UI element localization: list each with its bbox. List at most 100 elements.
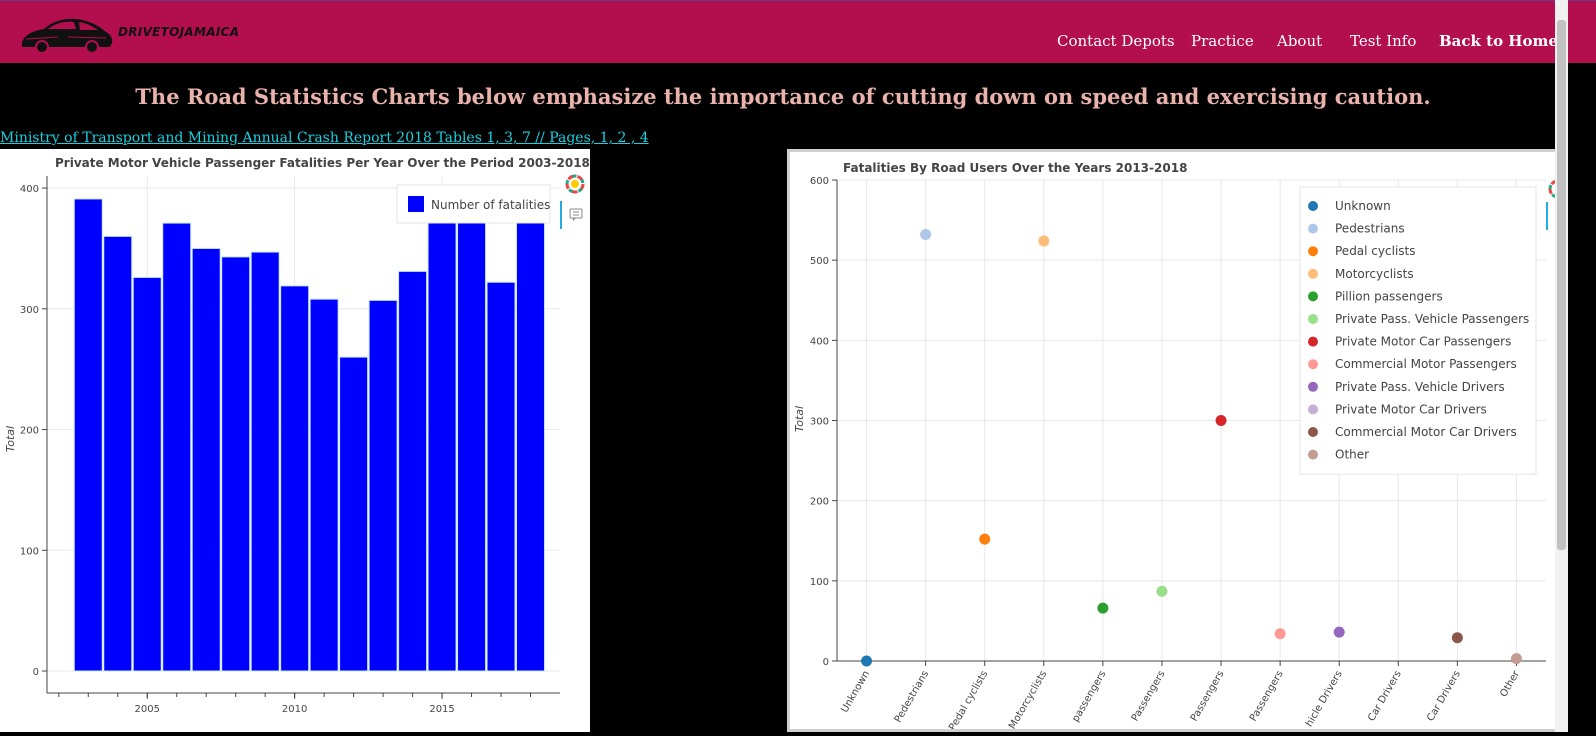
- legend-label: Private Pass. Vehicle Passengers: [1335, 312, 1529, 326]
- x-tick-label: 2010: [282, 704, 307, 715]
- bar: [191, 247, 221, 672]
- x-tick-label: Other: [1498, 668, 1522, 699]
- scatter-point: [861, 655, 873, 667]
- legend-swatch: [1308, 336, 1318, 347]
- scatter-chart-title: Fatalities By Road Users Over the Years …: [843, 161, 1187, 175]
- scrollbar-thumb[interactable]: [1557, 20, 1566, 550]
- bar: [339, 356, 369, 672]
- bar-chart-ylabel: Total: [4, 426, 17, 452]
- bar: [280, 285, 310, 672]
- y-tick-label: 600: [810, 176, 829, 187]
- legend-swatch: [1308, 359, 1318, 370]
- legend-label: Motorcyclists: [1335, 267, 1414, 281]
- y-tick-label: 200: [20, 426, 39, 437]
- legend-swatch: [1308, 404, 1318, 415]
- scatter-point: [1451, 632, 1463, 644]
- legend-swatch: [1308, 381, 1318, 392]
- x-tick-label: hicle Drivers: [1304, 669, 1345, 729]
- bar-chart-axes: 0 100 200 300 400 2005 2010 2015: [20, 176, 560, 715]
- page-scrollbar[interactable]: [1555, 0, 1568, 732]
- legend-label: Commercial Motor Passengers: [1335, 357, 1517, 371]
- x-tick-label: Passengers: [1248, 669, 1286, 723]
- scatter-point: [1510, 653, 1522, 665]
- scatter-chart-ylabel: Total: [793, 406, 806, 432]
- y-tick-label: 0: [33, 667, 39, 678]
- scatter-point: [1215, 415, 1227, 426]
- legend-label: Commercial Motor Car Drivers: [1335, 425, 1517, 439]
- legend-label: Private Pass. Vehicle Drivers: [1335, 380, 1505, 394]
- page-headline: The Road Statistics Charts below emphasi…: [135, 84, 1431, 109]
- bar: [427, 211, 457, 672]
- legend-label: Unknown: [1335, 199, 1391, 213]
- scatter-point: [979, 533, 991, 545]
- navbar: DRIVETOJAMAICA Contact Depots Practice A…: [0, 0, 1596, 63]
- legend-swatch: [1308, 449, 1318, 460]
- bar-chart-legend: Number of fatalities: [396, 184, 551, 224]
- car-icon[interactable]: [18, 13, 114, 55]
- bar: [250, 251, 280, 672]
- scatter-chart-points: [861, 229, 1522, 667]
- nav-about[interactable]: About: [1277, 32, 1323, 50]
- y-tick-label: 400: [20, 184, 39, 195]
- nav-test-info[interactable]: Test Info: [1350, 32, 1417, 50]
- x-tick-label: Car Drivers: [1366, 669, 1404, 723]
- hover-tool-icon[interactable]: [569, 208, 583, 221]
- x-tick-label: Passengers: [1130, 669, 1168, 723]
- scatter-point: [1097, 602, 1109, 614]
- scatter-chart-panel: Fatalities By Road Users Over the Years …: [787, 149, 1568, 732]
- nav-contact-depots[interactable]: Contact Depots: [1057, 32, 1175, 50]
- legend-label: Pillion passengers: [1335, 289, 1443, 303]
- bokeh-logo-icon[interactable]: [565, 174, 585, 194]
- legend-label: Private Motor Car Drivers: [1335, 402, 1487, 416]
- scatter-chart: Fatalities By Road Users Over the Years …: [793, 161, 1565, 729]
- x-tick-label: Pedestrians: [893, 669, 932, 725]
- y-tick-label: 500: [810, 256, 829, 267]
- bar-chart: Private Motor Vehicle Passenger Fataliti…: [4, 156, 590, 715]
- bar: [221, 256, 251, 672]
- bar: [486, 281, 516, 672]
- bar-chart-bars: [73, 198, 546, 672]
- legend-swatch: [1308, 427, 1318, 437]
- bar-chart-panel: Private Motor Vehicle Passenger Fataliti…: [0, 149, 590, 732]
- scatter-chart-legend: Unknown Pedestrians Pedal cyclists Motorcyc…: [1299, 186, 1537, 475]
- y-tick-label: 100: [20, 546, 39, 557]
- y-tick-label: 300: [810, 417, 829, 428]
- x-tick-label: Car Drivers: [1425, 669, 1463, 723]
- bar: [457, 212, 487, 672]
- source-report-link[interactable]: Ministry of Transport and Mining Annual …: [0, 130, 649, 146]
- legend-swatch: [1308, 291, 1318, 302]
- scatter-point: [1333, 626, 1345, 638]
- bar: [103, 235, 133, 672]
- legend-label: Pedestrians: [1335, 222, 1405, 236]
- toolbar-active-indicator: [1546, 202, 1548, 230]
- nav-back-to-home[interactable]: Back to Home: [1439, 32, 1558, 50]
- x-tick-label: Unknown: [839, 669, 872, 715]
- legend-swatch: [1308, 223, 1318, 234]
- scatter-point: [920, 229, 932, 241]
- legend-swatch: [1308, 201, 1318, 211]
- bar: [132, 276, 162, 672]
- x-tick-label: Pedal cyclists: [947, 669, 990, 729]
- brand-name[interactable]: DRIVETOJAMAICA: [118, 25, 240, 39]
- bar: [309, 298, 339, 672]
- legend-swatch: [1308, 314, 1318, 324]
- legend-box: [1299, 186, 1537, 475]
- y-tick-label: 100: [810, 577, 829, 588]
- legend-swatch: [408, 196, 424, 212]
- y-tick-label: 0: [823, 657, 829, 668]
- nav-practice[interactable]: Practice: [1191, 32, 1254, 50]
- x-tick-label: 2005: [135, 704, 160, 715]
- bar: [162, 222, 192, 672]
- scatter-point: [1156, 585, 1168, 597]
- y-tick-label: 300: [20, 305, 39, 316]
- legend-swatch: [1308, 268, 1318, 279]
- y-tick-label: 200: [810, 497, 829, 508]
- legend-label: Pedal cyclists: [1335, 244, 1415, 258]
- bar: [73, 198, 103, 672]
- x-tick-label: 2015: [429, 704, 454, 715]
- scatter-point: [1274, 628, 1286, 640]
- x-tick-label: Motorcyclists: [1007, 669, 1049, 729]
- legend-label: Number of fatalities: [431, 198, 550, 212]
- bar: [368, 299, 398, 672]
- y-tick-label: 400: [810, 336, 829, 347]
